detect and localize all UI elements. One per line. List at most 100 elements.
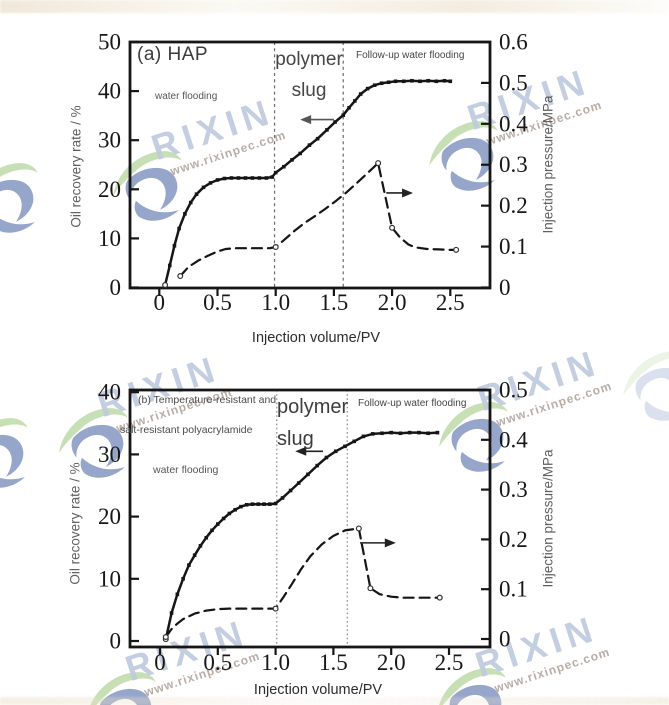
y-left-tick-label: 20 xyxy=(98,504,121,529)
data-point-marker xyxy=(325,128,329,132)
data-point-marker xyxy=(268,502,272,506)
x-tick-label: 0.5 xyxy=(203,290,232,315)
chart-a-plot: 0 0.5 1.0 1.5 2.0 2.5 0 10 20 30 40 50 0 0.1 0.2 0.3 0.4… xyxy=(98,29,528,315)
watermark: RIXIN www.rixinpec.com xyxy=(68,607,273,705)
data-point-marker xyxy=(244,502,249,507)
data-point-marker xyxy=(280,496,285,500)
data-point-marker xyxy=(417,430,421,435)
data-point-marker xyxy=(257,176,262,180)
data-point-marker xyxy=(370,432,375,436)
axis-pointer-arrowhead xyxy=(402,188,414,198)
data-point-marker xyxy=(167,263,172,268)
data-point-marker xyxy=(398,431,403,436)
data-point-marker xyxy=(215,178,220,182)
rixin-logo-icon xyxy=(74,658,173,705)
open-circle-marker xyxy=(177,273,184,280)
data-point-marker xyxy=(250,502,255,506)
y-right-tick-label: 0.2 xyxy=(499,527,528,552)
data-point-marker xyxy=(290,158,294,162)
data-point-marker xyxy=(270,175,275,179)
data-point-marker xyxy=(361,434,366,439)
injection-pressure-curve xyxy=(164,527,441,639)
y-right-tick-label: 0.3 xyxy=(499,477,528,502)
open-circle-marker xyxy=(355,525,362,532)
open-circle-marker xyxy=(272,243,279,250)
open-circle-marker xyxy=(375,160,382,167)
watermark: RIXIN www.rixinpec.com xyxy=(418,603,623,705)
data-point-marker xyxy=(169,611,174,615)
open-circle-marker xyxy=(436,594,443,601)
data-point-marker xyxy=(216,522,220,526)
stage-label-polymer-a: polymer slug xyxy=(275,49,343,101)
data-point-marker xyxy=(282,164,286,169)
stage-label-followup-a: Follow-up water flooding xyxy=(356,50,465,61)
data-point-marker xyxy=(315,136,320,141)
data-point-marker xyxy=(262,502,266,506)
data-point-marker xyxy=(198,544,203,548)
data-point-marker xyxy=(187,563,191,567)
data-point-marker xyxy=(333,449,338,454)
data-point-marker xyxy=(264,176,269,180)
y-right-tick-label: 0.1 xyxy=(499,234,528,259)
x-tick-label: 2.5 xyxy=(435,650,464,675)
data-point-marker xyxy=(210,528,214,533)
data-point-marker xyxy=(236,176,241,180)
data-point-marker xyxy=(352,439,357,444)
y-right-tick-label: 0.4 xyxy=(499,427,528,452)
x-tick-label: 1.5 xyxy=(320,290,349,315)
data-point-marker xyxy=(239,504,243,509)
open-circle-marker xyxy=(389,224,396,231)
y-right-tick-label: 0.5 xyxy=(499,70,528,95)
data-point-marker xyxy=(333,120,337,124)
data-point-marker xyxy=(426,431,430,436)
data-point-marker xyxy=(192,553,197,557)
open-circle-marker xyxy=(162,634,169,641)
data-point-marker xyxy=(296,481,301,485)
data-point-marker xyxy=(315,463,320,468)
data-point-marker xyxy=(256,502,261,506)
data-point-marker xyxy=(401,79,406,84)
open-circle-marker xyxy=(272,605,279,612)
data-point-marker xyxy=(448,79,453,84)
y-left-tick-label: 10 xyxy=(98,226,121,251)
stage-label-polymer-b: polymer slug xyxy=(277,396,349,450)
panel-b-title-line2: salt-resistant polyacrylamide xyxy=(120,424,253,436)
x-tick-label: 0.5 xyxy=(203,650,232,675)
data-point-marker xyxy=(175,592,180,597)
data-point-marker xyxy=(407,430,412,435)
y-right-tick-label: 0.6 xyxy=(499,29,528,54)
x-tick-label: 2.0 xyxy=(377,650,406,675)
y-left-tick-label: 10 xyxy=(98,566,121,591)
data-point-marker xyxy=(307,143,312,147)
rixin-logo-icon xyxy=(424,654,523,705)
data-point-marker xyxy=(386,80,391,85)
data-point-marker xyxy=(343,444,347,449)
watermark: RIXIN www.rixinpec.com xyxy=(40,343,245,490)
data-point-marker xyxy=(201,185,206,190)
x-tick-label: 1.0 xyxy=(261,650,290,675)
data-point-marker xyxy=(227,511,232,516)
rixin-logo-icon xyxy=(100,137,199,232)
data-point-marker xyxy=(172,243,177,248)
data-point-marker xyxy=(393,79,398,84)
data-point-marker xyxy=(389,430,393,435)
data-point-marker xyxy=(221,516,226,521)
y-left-tick-label: 0 xyxy=(110,629,122,654)
panel-b-title-line1: (b) Temperature-resistant and xyxy=(138,394,277,406)
y-axis-left-title-b: Oil recovery rate / % xyxy=(67,462,83,585)
y-axis-right-title-b: Injection pressure/MPa xyxy=(540,449,556,588)
watermark-fragment xyxy=(0,130,55,244)
y-left-tick-label: 30 xyxy=(98,442,121,467)
oil-recovery-curve xyxy=(163,79,452,287)
data-point-marker xyxy=(298,151,302,156)
data-point-marker xyxy=(418,79,422,84)
data-point-marker xyxy=(273,170,278,175)
data-point-marker xyxy=(250,176,255,180)
x-tick-label: 2.5 xyxy=(436,290,465,315)
watermark-fragment xyxy=(604,318,669,432)
y-right-tick-label: 0.3 xyxy=(499,152,528,177)
data-point-marker xyxy=(183,212,187,216)
data-point-marker xyxy=(288,488,293,493)
data-point-marker xyxy=(434,79,439,84)
